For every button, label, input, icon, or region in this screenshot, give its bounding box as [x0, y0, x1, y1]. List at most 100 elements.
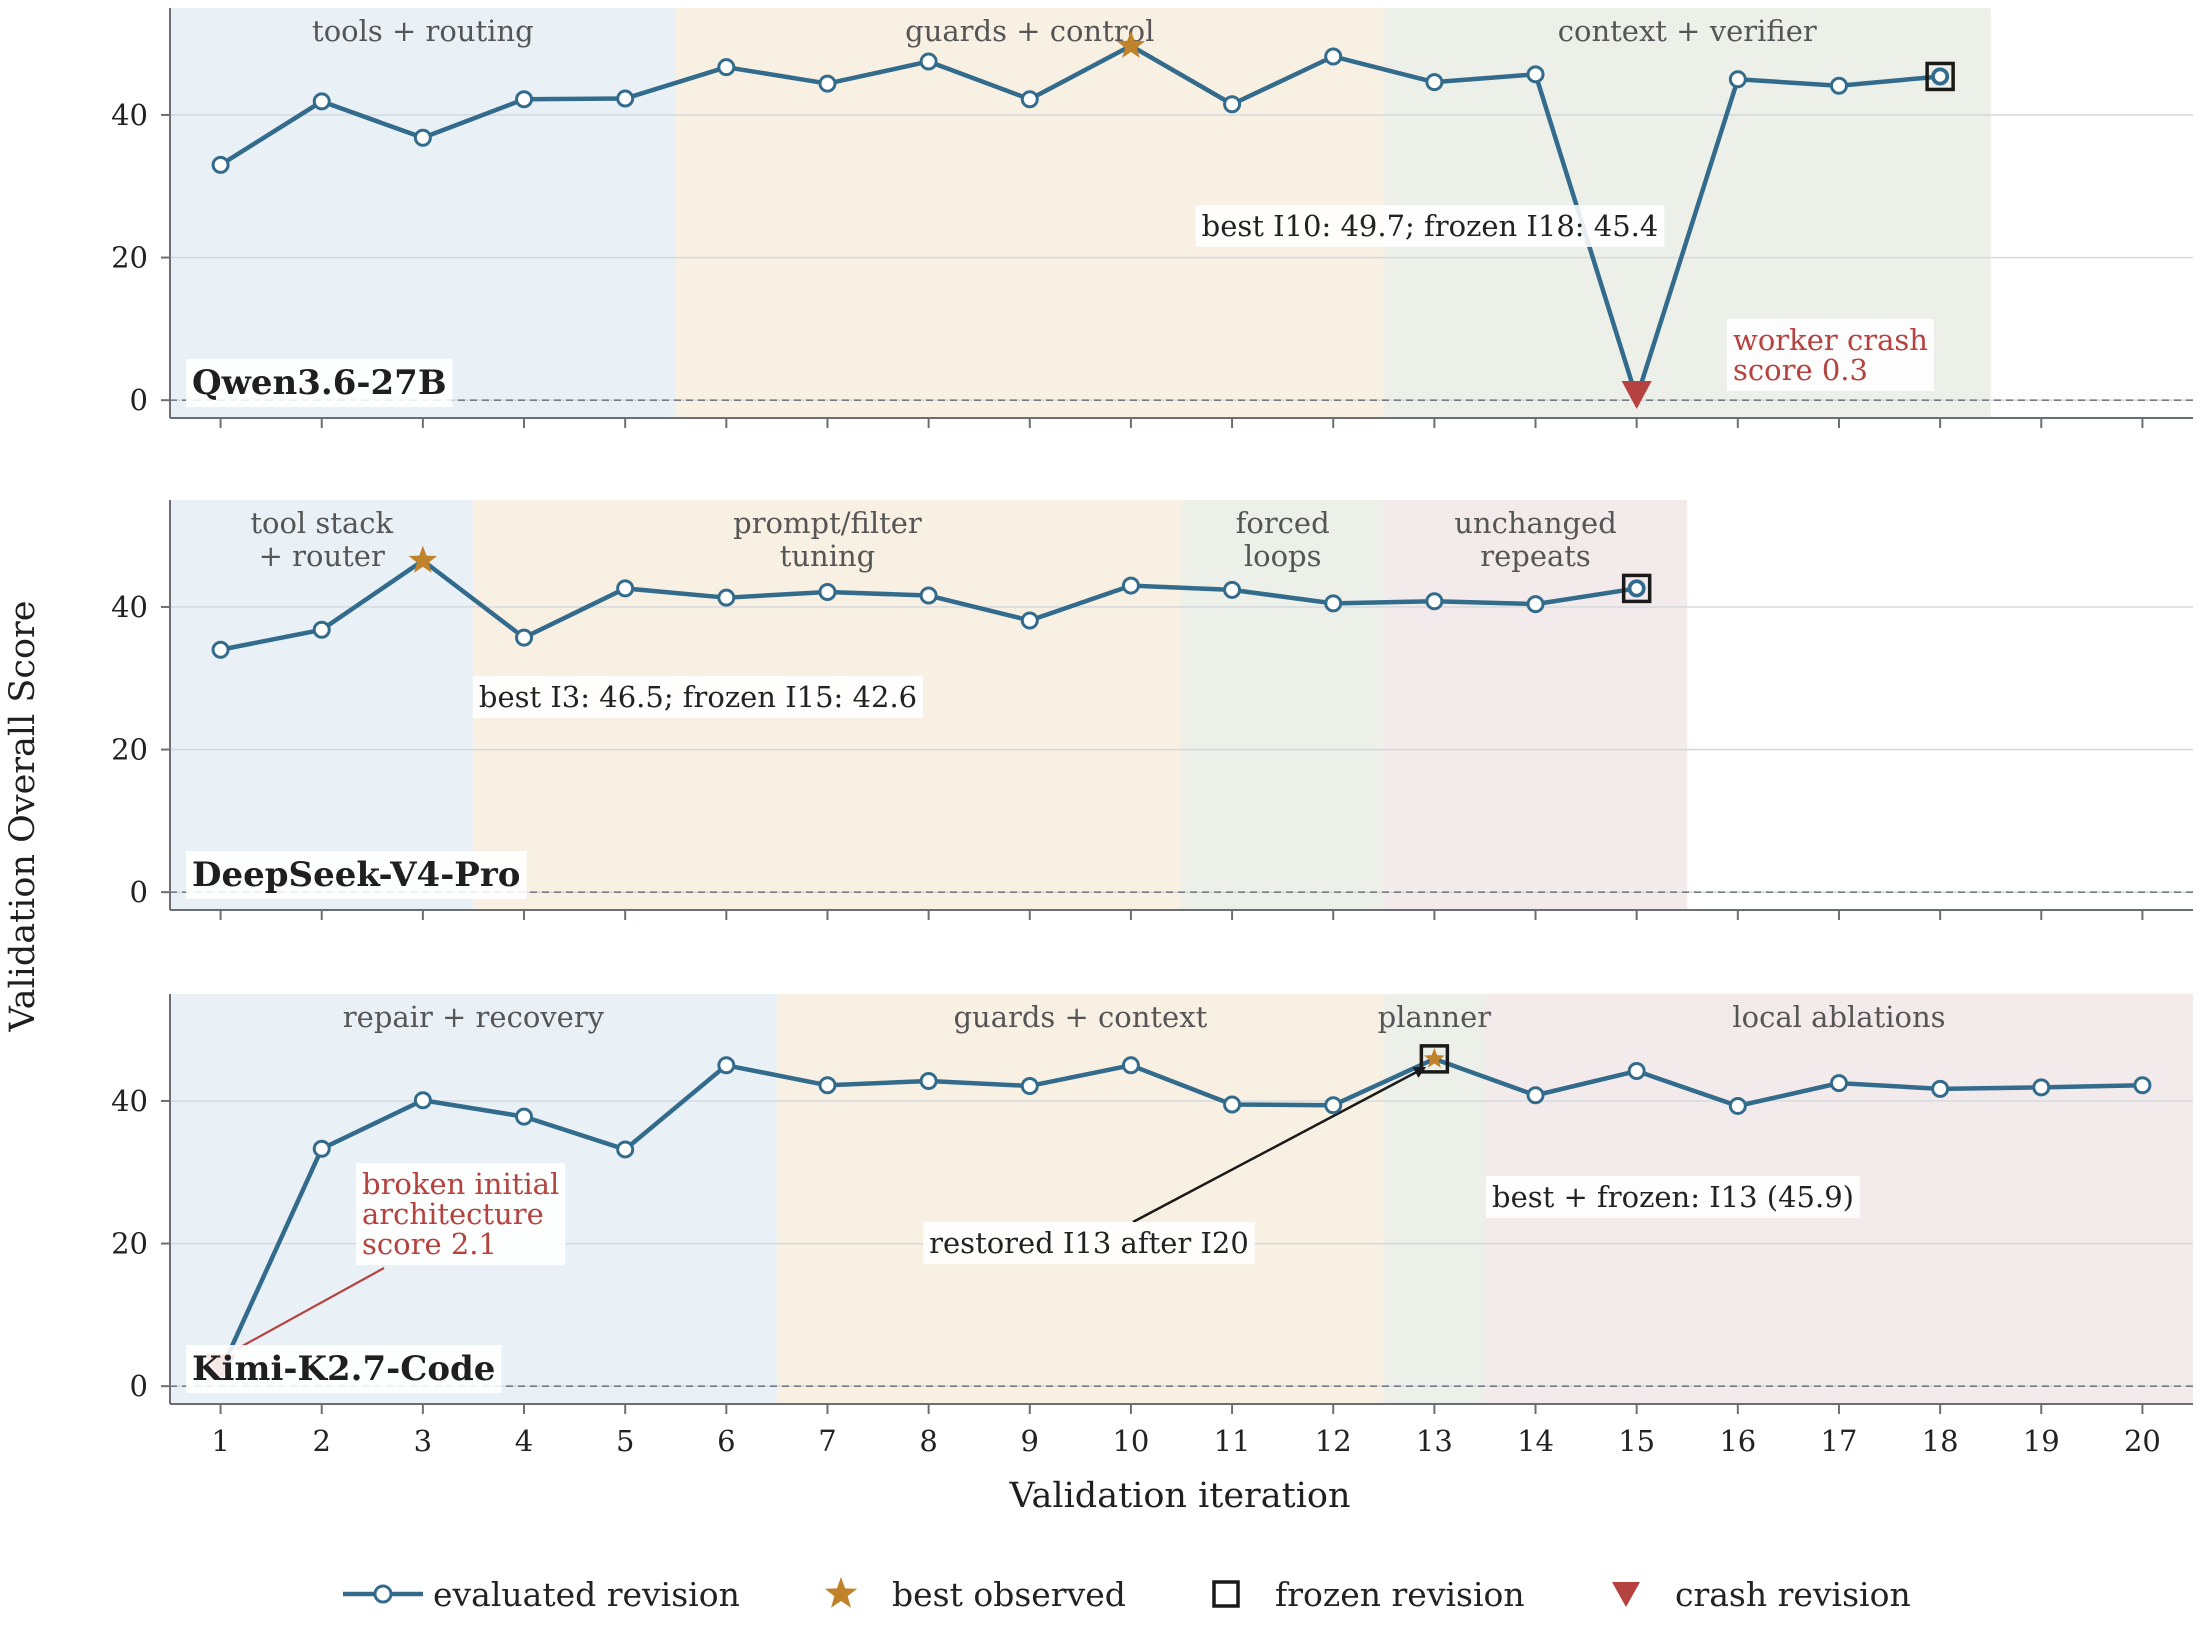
phase-label: loops	[1244, 539, 1322, 573]
data-point	[515, 628, 534, 647]
legend-entry-best: best observed	[824, 1575, 1126, 1614]
restore-note-text: restored I13 after I20	[929, 1226, 1249, 1260]
data-point	[1728, 1096, 1747, 1115]
summary-note: best I3: 46.5; frozen I15: 42.6	[472, 676, 924, 718]
data-point	[1121, 576, 1140, 595]
crash-pointer	[236, 1267, 385, 1351]
data-point	[1628, 580, 1645, 597]
data-point	[919, 52, 938, 71]
data-point	[1020, 90, 1039, 109]
best-marker	[1116, 30, 1146, 58]
crash-note-text: score 0.3	[1733, 353, 1868, 387]
x-tick-label: 20	[2124, 1424, 2161, 1458]
phase-label: unchanged	[1454, 506, 1617, 540]
data-point	[1627, 1062, 1646, 1081]
phase-band	[776, 994, 1384, 1404]
x-tick-label: 17	[1821, 1424, 1858, 1458]
phase-label: guards + context	[953, 1000, 1207, 1034]
x-tick-label: 2	[312, 1424, 330, 1458]
data-point	[2032, 1078, 2051, 1097]
data-point	[211, 155, 230, 174]
x-tick-label: 12	[1315, 1424, 1352, 1458]
frozen-marker	[1925, 61, 1955, 92]
data-point	[717, 1056, 736, 1075]
series-line	[219, 43, 1941, 401]
phase-label: context + verifier	[1558, 14, 1817, 48]
data-point	[1324, 47, 1343, 66]
legend-point-symbol	[373, 1584, 393, 1604]
data-point	[1526, 1086, 1545, 1105]
summary-note: best I10: 49.7; frozen I18: 45.4	[1195, 205, 1665, 247]
restore-note: restored I13 after I20	[923, 1222, 1255, 1264]
data-point	[413, 1091, 432, 1110]
panel-1: 0 20 40 tools + routing guards + control cont…	[111, 8, 2193, 428]
x-tick-label: 19	[2023, 1424, 2060, 1458]
legend-entry-frozen: frozen revision	[1212, 1575, 1525, 1614]
phase-label: repair + recovery	[343, 1000, 605, 1034]
legend-entry-crash: crash revision	[1612, 1575, 1911, 1614]
x-tick-label: 1	[211, 1424, 229, 1458]
data-point	[717, 588, 736, 607]
data-point	[1324, 1096, 1343, 1115]
x-tick-label: 6	[717, 1424, 735, 1458]
x-tick-label: 14	[1517, 1424, 1554, 1458]
y-tick-label: 0	[130, 875, 148, 909]
y-tick-label: 40	[111, 590, 148, 624]
phase-label: tuning	[780, 539, 876, 573]
data-point	[211, 640, 230, 659]
data-point	[413, 128, 432, 147]
crash-note-text: architecture	[362, 1197, 544, 1231]
data-point	[2133, 1076, 2152, 1095]
legend-entry-revision: evaluated revision	[343, 1575, 740, 1614]
y-tick-label: 40	[111, 1084, 148, 1118]
panel-title-text: Qwen3.6-27B	[192, 363, 447, 403]
x-tick-label: 11	[1214, 1424, 1251, 1458]
best-marker	[408, 545, 438, 573]
y-tick-label: 0	[130, 383, 148, 417]
panel-title-text: DeepSeek-V4-Pro	[192, 855, 520, 895]
summary-note-text: best + frozen: I13 (45.9)	[1492, 1180, 1854, 1214]
data-point	[1425, 73, 1444, 92]
data-point	[1526, 65, 1545, 84]
y-tick-label: 20	[111, 733, 148, 767]
panel-title: DeepSeek-V4-Pro	[186, 851, 527, 899]
data-point	[312, 620, 331, 639]
phase-label: prompt/filter	[733, 506, 922, 540]
crash-note-box	[1727, 319, 1934, 391]
legend: evaluated revision best observed frozen re…	[343, 1575, 1911, 1614]
x-tick-label: 18	[1922, 1424, 1959, 1458]
data-point	[818, 1076, 837, 1095]
panel-title-text: Kimi-K2.7-Code	[192, 1349, 495, 1389]
data-point	[919, 586, 938, 605]
data-point	[1121, 1056, 1140, 1075]
frozen-marker	[1419, 1044, 1450, 1074]
data-point	[1829, 76, 1848, 95]
phase-band	[170, 8, 676, 418]
legend-square-symbol	[1212, 1580, 1240, 1608]
y-tick-label: 0	[130, 1369, 148, 1403]
data-point	[1223, 580, 1242, 599]
x-tick-label: 16	[1719, 1424, 1756, 1458]
data-point	[1526, 595, 1545, 614]
panel-title: Qwen3.6-27B	[186, 359, 453, 407]
legend-star-symbol	[824, 1577, 858, 1608]
summary-note-box	[472, 676, 924, 718]
phase-band	[1383, 500, 1688, 910]
phase-band	[170, 500, 474, 910]
legend-label: best observed	[892, 1575, 1126, 1614]
legend-triangle-symbol	[1612, 1582, 1640, 1607]
restore-note-box	[923, 1222, 1255, 1264]
crash-note-text: score 2.1	[362, 1227, 497, 1261]
data-point	[616, 579, 635, 598]
crash-note-text: worker crash	[1733, 323, 1928, 357]
data-point	[1932, 68, 1948, 85]
y-tick-label: 40	[111, 98, 148, 132]
phase-band	[1181, 500, 1384, 910]
data-point	[515, 1107, 534, 1126]
crash-note-box	[356, 1163, 566, 1265]
x-tick-label: 7	[818, 1424, 836, 1458]
